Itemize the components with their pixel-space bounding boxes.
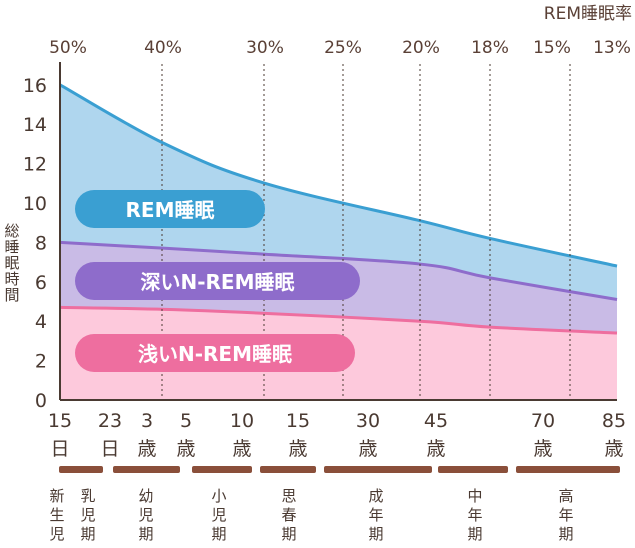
x-tick-unit: 歳 bbox=[426, 438, 445, 460]
light-nrem-badge-label: 浅いN-REM睡眠 bbox=[138, 342, 292, 366]
x-tick-label: 23 bbox=[98, 410, 122, 432]
rem-rate-label: 50% bbox=[49, 38, 87, 58]
x-tick-label: 45 bbox=[424, 410, 448, 432]
rem-rate-label: 13% bbox=[593, 38, 631, 58]
x-tick-label: 10 bbox=[230, 410, 254, 432]
life-stage-bar bbox=[260, 466, 316, 473]
rem-rate-label: 40% bbox=[144, 38, 182, 58]
rem-rate-label: 25% bbox=[324, 38, 362, 58]
y-tick-label: 0 bbox=[35, 390, 47, 412]
y-tick-label: 2 bbox=[35, 351, 47, 373]
rem-badge-label: REM睡眠 bbox=[126, 198, 215, 222]
deep-nrem-badge-label: 深いN-REM睡眠 bbox=[140, 270, 294, 294]
y-tick-label: 10 bbox=[23, 193, 47, 215]
deep-nrem-badge bbox=[75, 262, 360, 300]
x-tick-label: 15 bbox=[48, 410, 72, 432]
deep-nrem-line bbox=[59, 240, 618, 302]
rem-rate-label: 30% bbox=[246, 38, 284, 58]
life-stage-bar bbox=[113, 466, 180, 473]
y-tick-label: 4 bbox=[35, 311, 47, 333]
x-tick-unit: 歳 bbox=[533, 438, 552, 460]
rem-badge bbox=[75, 190, 265, 228]
y-tick-label: 6 bbox=[35, 272, 47, 294]
life-stage-bar bbox=[59, 466, 103, 473]
x-tick-label: 85 bbox=[602, 410, 626, 432]
life-stage-label: 中年期 bbox=[467, 487, 482, 543]
life-stage-label: 幼児期 bbox=[138, 487, 153, 543]
x-tick-unit: 歳 bbox=[288, 438, 307, 460]
life-stage-bar bbox=[192, 466, 252, 473]
light-nrem-badge bbox=[75, 334, 355, 372]
y-tick-label: 8 bbox=[35, 232, 47, 254]
x-tick-label: 15 bbox=[286, 410, 310, 432]
life-stage-label: 高年期 bbox=[558, 487, 573, 543]
life-stage-bar bbox=[438, 466, 508, 473]
x-tick-unit: 日 bbox=[100, 438, 119, 460]
life-stages: 新生児 乳児期 幼児期 小児期 思春期 成年期 中年期 高年期 bbox=[49, 466, 620, 543]
x-tick-label: 70 bbox=[531, 410, 555, 432]
x-tick-label: 5 bbox=[180, 410, 192, 432]
x-tick-label: 30 bbox=[356, 410, 380, 432]
life-stage-label: 思春期 bbox=[281, 487, 296, 543]
label-layer: 0 2 4 6 8 10 12 14 16 総睡眠時間 REM睡眠率 50% 40% 30% 25% 20% 1… bbox=[4, 4, 632, 460]
x-tick-unit: 歳 bbox=[232, 438, 251, 460]
x-tick-unit: 歳 bbox=[176, 438, 195, 460]
rem-rate-label: 20% bbox=[402, 38, 440, 58]
y-tick-label: 16 bbox=[23, 75, 47, 97]
y-axis-label: 総睡眠時間 bbox=[4, 222, 19, 304]
rem-rate-label: 18% bbox=[471, 38, 509, 58]
life-stage-label: 成年期 bbox=[368, 487, 383, 543]
rem-line bbox=[59, 83, 618, 268]
life-stage-label: 小児期 bbox=[211, 487, 226, 543]
y-tick-label: 14 bbox=[23, 114, 47, 136]
life-stage-bar bbox=[516, 466, 620, 473]
life-stage-bar bbox=[324, 466, 432, 473]
x-tick-unit: 日 bbox=[50, 438, 69, 460]
life-stage-label: 新生児 bbox=[49, 487, 64, 543]
x-tick-unit: 歳 bbox=[604, 438, 623, 460]
life-stage-label: 乳児期 bbox=[80, 487, 95, 543]
y-tick-label: 12 bbox=[23, 154, 47, 176]
rem-rate-label: 15% bbox=[533, 38, 571, 58]
x-tick-unit: 歳 bbox=[358, 438, 377, 460]
x-tick-label: 3 bbox=[141, 410, 153, 432]
axes-layer bbox=[59, 62, 617, 401]
light-nrem-line bbox=[59, 305, 618, 335]
x-tick-unit: 歳 bbox=[137, 438, 156, 460]
rem-rate-axis-label: REM睡眠率 bbox=[544, 4, 632, 24]
